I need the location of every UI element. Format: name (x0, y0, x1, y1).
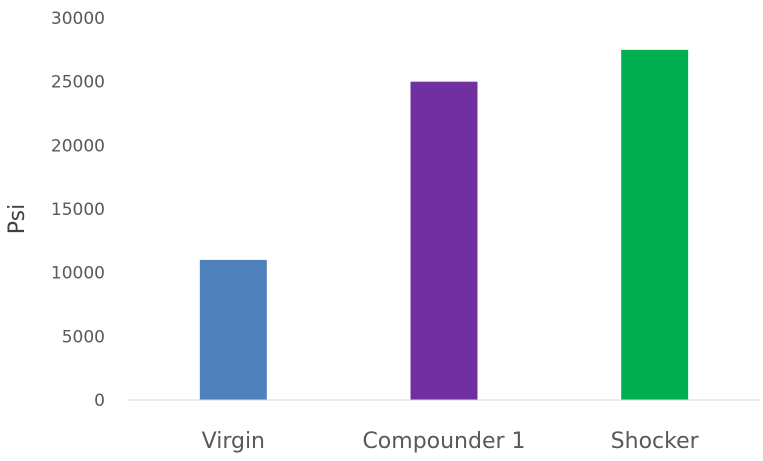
bars (199, 49, 689, 401)
bar-compounder-1 (410, 81, 478, 401)
y-tick-label: 25000 (51, 73, 105, 93)
y-tick-label: 10000 (51, 264, 105, 284)
y-axis-tick-labels: 0 5000 10000 15000 20000 25000 30000 (51, 9, 105, 411)
bar-shocker (621, 49, 689, 400)
x-category-label: Virgin (202, 429, 265, 454)
y-tick-label: 0 (94, 391, 105, 411)
x-category-label: Compounder 1 (362, 429, 525, 454)
y-tick-label: 20000 (51, 136, 105, 156)
y-tick-label: 5000 (62, 327, 105, 347)
y-tick-label: 15000 (51, 200, 105, 220)
x-category-label: Shocker (611, 429, 700, 454)
x-axis-category-labels: Virgin Compounder 1 Shocker (202, 429, 700, 454)
y-axis-title: Psi (5, 204, 30, 234)
y-tick-label: 30000 (51, 9, 105, 29)
bar-virgin (199, 259, 267, 400)
